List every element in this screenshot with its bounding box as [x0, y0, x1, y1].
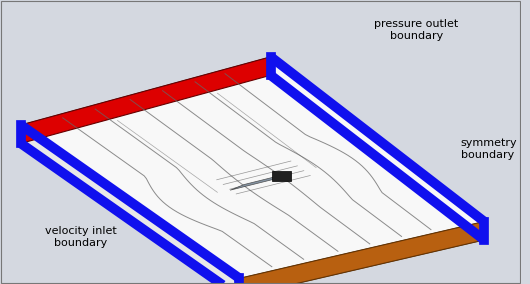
Polygon shape — [230, 174, 286, 190]
Polygon shape — [271, 57, 484, 240]
Polygon shape — [21, 75, 484, 284]
Text: symmetry
boundary: symmetry boundary — [461, 138, 517, 160]
Polygon shape — [272, 171, 291, 181]
Polygon shape — [21, 57, 484, 278]
Text: velocity inlet
boundary: velocity inlet boundary — [45, 226, 117, 248]
Polygon shape — [21, 125, 240, 284]
Polygon shape — [240, 222, 484, 284]
Polygon shape — [21, 57, 271, 143]
Text: pressure outlet
boundary: pressure outlet boundary — [374, 19, 458, 41]
